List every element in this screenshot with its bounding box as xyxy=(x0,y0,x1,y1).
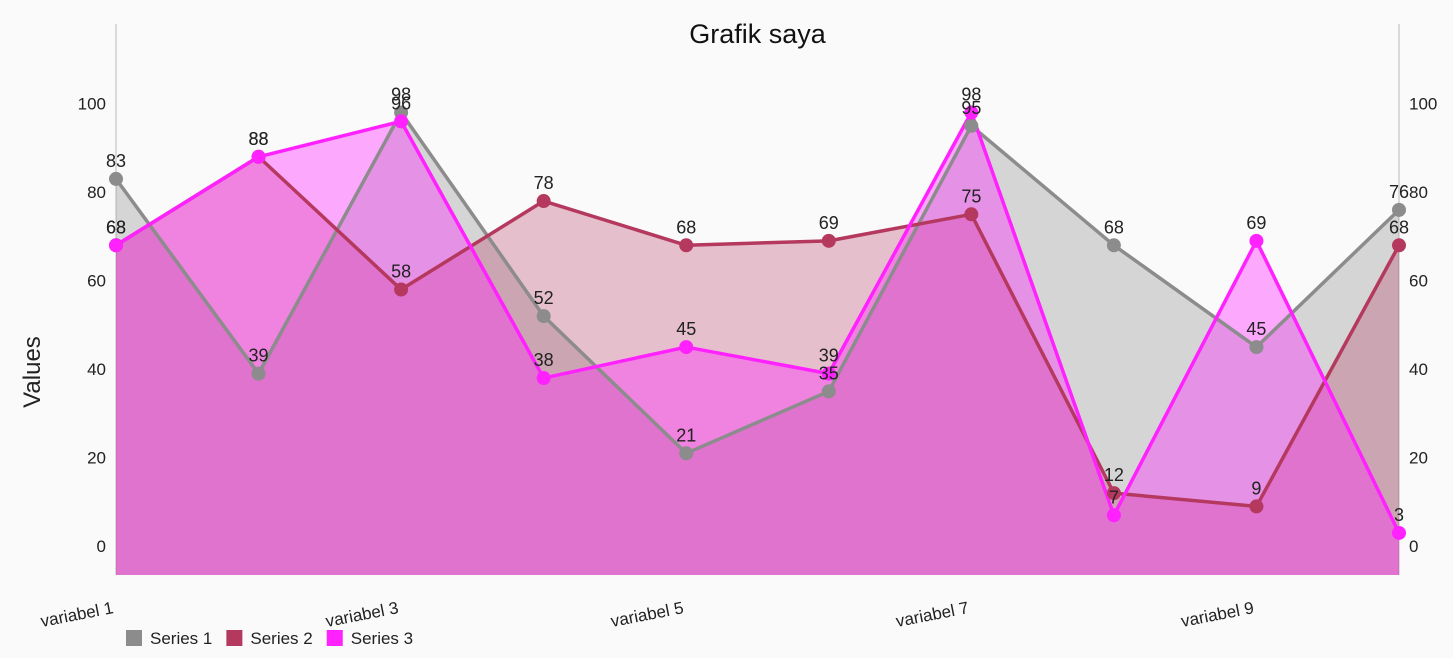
series-2-data-label: 69 xyxy=(819,213,839,233)
y-tick-label-left: 100 xyxy=(78,95,106,114)
series-3-point xyxy=(1249,233,1264,248)
series-2-point xyxy=(536,194,551,209)
series-1-point xyxy=(536,309,551,324)
x-tick-label: variabel 3 xyxy=(324,598,400,631)
series-1-data-label: 95 xyxy=(961,98,981,118)
y-tick-label-right: 20 xyxy=(1409,449,1428,468)
legend-swatch-series-2 xyxy=(226,630,243,646)
x-tick-label: variabel 1 xyxy=(39,598,115,631)
series-2-data-label: 78 xyxy=(534,173,554,193)
series-1-point xyxy=(251,366,266,381)
x-tick-label: variabel 5 xyxy=(609,598,685,631)
series-3-data-label: 45 xyxy=(676,319,696,339)
series-1-data-label: 83 xyxy=(106,151,126,171)
series-1-data-label: 98 xyxy=(391,85,411,105)
series-3-area xyxy=(116,112,1399,576)
legend-swatch-series-3 xyxy=(326,630,343,646)
series-3-data-label: 68 xyxy=(106,217,126,237)
series-2-point xyxy=(1106,486,1121,501)
series-1-point xyxy=(1249,340,1264,355)
series-2-data-label: 68 xyxy=(676,217,696,237)
series-1-point xyxy=(679,446,694,461)
y-tick-label-right: 100 xyxy=(1409,95,1437,114)
series-1-point xyxy=(1392,202,1406,217)
series-2-data-label: 9 xyxy=(1251,478,1261,498)
series-1-data-label: 35 xyxy=(819,363,839,383)
series-3-data-label: 98 xyxy=(961,85,981,105)
series-3-data-label: 69 xyxy=(1246,213,1266,233)
series-2-data-label: 75 xyxy=(961,186,981,206)
series-1-point xyxy=(821,384,836,399)
series-2-data-label: 58 xyxy=(391,262,411,282)
series-3-data-label: 96 xyxy=(391,93,411,113)
y-tick-label-right: 0 xyxy=(1409,537,1418,556)
series-3-point xyxy=(1392,525,1406,540)
series-3-data-label: 3 xyxy=(1394,505,1404,525)
series-3-point xyxy=(109,238,123,253)
y-tick-label-left: 20 xyxy=(87,449,106,468)
series-3-data-label: 88 xyxy=(249,129,269,149)
y-tick-label-left: 0 xyxy=(97,537,106,556)
x-tick-label: variabel 7 xyxy=(894,598,970,631)
series-1-point xyxy=(964,118,979,133)
series-2-data-label: 12 xyxy=(1104,465,1124,485)
series-3-point xyxy=(821,366,836,381)
series-1-line xyxy=(114,110,1401,456)
series-1-data-label: 21 xyxy=(676,425,696,445)
series-2-area xyxy=(116,156,1399,575)
x-tick-label: variabel 9 xyxy=(1179,598,1255,631)
y-tick-label-left: 60 xyxy=(87,272,106,291)
y-tick-label-right: 60 xyxy=(1409,272,1428,291)
series-2-data-label: 68 xyxy=(106,217,126,237)
y-tick-label-left: 40 xyxy=(87,360,106,379)
legend-label-series-2: Series 2 xyxy=(250,629,312,648)
legend-swatch-series-1 xyxy=(126,630,142,646)
legend-label-series-3: Series 3 xyxy=(351,629,413,648)
series-1-data-label: 39 xyxy=(249,346,269,366)
series-1-data-label: 52 xyxy=(534,288,554,308)
series-3-point xyxy=(679,340,694,355)
series-1-point xyxy=(109,171,123,186)
series-3-point xyxy=(394,114,409,129)
series-2-point xyxy=(964,207,979,222)
series-2-line xyxy=(115,155,1401,509)
series-2-point xyxy=(679,238,694,253)
series-1-data-label: 68 xyxy=(1104,217,1124,237)
y-tick-label-left: 80 xyxy=(87,183,106,202)
legend-label-series-1: Series 1 xyxy=(150,629,212,648)
series-1-data-label: 76 xyxy=(1389,182,1409,202)
series-3-data-label: 7 xyxy=(1109,487,1119,507)
series-3-line xyxy=(115,110,1401,534)
series-3-point xyxy=(1106,508,1121,523)
series-3-data-label: 39 xyxy=(819,346,839,366)
series-2-point xyxy=(1249,499,1264,514)
series-2-point xyxy=(1392,238,1406,253)
y-tick-label-right: 80 xyxy=(1409,183,1428,202)
series-2-data-label: 88 xyxy=(249,129,269,149)
series-1-point xyxy=(1106,238,1121,253)
series-3-point xyxy=(536,371,551,386)
series-1-data-label: 45 xyxy=(1246,319,1266,339)
series-2-point xyxy=(821,233,836,248)
series-3-data-label: 38 xyxy=(534,350,554,370)
chart-title: Grafik saya xyxy=(689,19,827,49)
y-tick-label-right: 40 xyxy=(1409,360,1428,379)
series-1-area xyxy=(116,112,1399,576)
series-2-point xyxy=(394,282,409,297)
series-2-data-label: 68 xyxy=(1389,217,1409,237)
y-axis-label: Values xyxy=(19,336,46,408)
series-3-point xyxy=(251,149,266,164)
series-3-point xyxy=(964,105,979,120)
